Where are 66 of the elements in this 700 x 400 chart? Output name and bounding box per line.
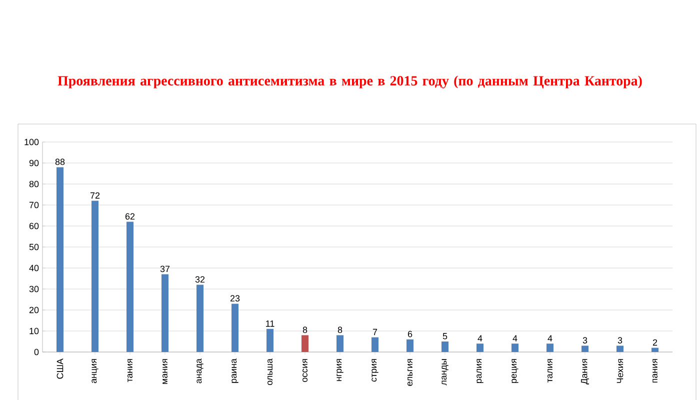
x-tick-label: мания	[162, 359, 168, 384]
data-label: 3	[618, 337, 622, 344]
y-tick-label: 30	[29, 286, 39, 292]
x-tick-label: раина	[232, 358, 238, 383]
data-label: 11	[266, 320, 274, 327]
x-tick-label: Дания	[581, 359, 589, 384]
x-tick-label: ралия	[476, 359, 484, 384]
chart-title: Проявления агрессивного антисемитизма в мире в 2015 году (по данным Центра Кантора)	[58, 76, 642, 88]
x-tick-label: стрия	[372, 359, 378, 382]
y-tick-label: 60	[29, 222, 39, 230]
data-label: 23	[230, 295, 240, 302]
y-tick-label: 50	[29, 244, 39, 250]
y-tick-label: 0	[34, 348, 39, 356]
y-tick-label: 10	[30, 328, 39, 334]
x-tick-label: ланды	[442, 359, 448, 386]
bar	[196, 284, 204, 352]
y-tick-label: 100	[24, 138, 39, 146]
bar	[476, 344, 484, 352]
data-label: 8	[338, 326, 342, 334]
data-label: 5	[442, 333, 448, 340]
data-label: 4	[548, 335, 552, 342]
y-tick-label: 80	[29, 180, 39, 188]
y-tick-label: 90	[29, 160, 39, 166]
bar	[162, 274, 169, 352]
bar	[512, 344, 519, 352]
data-label: 3	[582, 337, 588, 344]
bar	[546, 344, 554, 352]
x-tick-label: талия	[548, 359, 552, 382]
bar	[372, 337, 379, 352]
data-label: 88	[55, 158, 65, 166]
y-tick-label: 20	[29, 306, 39, 314]
data-label: 62	[125, 213, 135, 220]
x-tick-label: анция	[92, 359, 98, 384]
x-tick-label: пания	[652, 359, 658, 383]
x-tick-label: США	[56, 358, 64, 379]
data-label: 4	[478, 335, 482, 342]
x-tick-label: тания	[128, 359, 132, 382]
x-tick-label: Чехия	[616, 359, 624, 383]
bar	[56, 167, 64, 352]
x-tick-label: нгрия	[336, 359, 344, 381]
bar	[266, 328, 274, 352]
x-tick-label: анада	[196, 358, 204, 384]
data-label: 6	[408, 330, 412, 338]
data-label: 8	[302, 326, 308, 334]
data-label: 72	[90, 192, 100, 199]
y-tick-label: 70	[29, 202, 39, 208]
x-tick-label: оссия	[302, 359, 308, 382]
bar	[302, 335, 309, 352]
bar	[442, 342, 449, 352]
data-label: 37	[160, 266, 170, 272]
bar	[232, 304, 239, 352]
x-tick-label: реция	[512, 359, 518, 383]
data-label: 4	[512, 335, 518, 342]
x-tick-label: ольша	[268, 358, 272, 386]
bar	[126, 222, 134, 352]
bar	[652, 348, 659, 352]
x-tick-label: ельгия	[408, 359, 412, 386]
bar	[406, 339, 414, 352]
bar	[582, 346, 589, 352]
data-label: 2	[652, 339, 658, 346]
bar	[92, 200, 99, 352]
bar	[616, 346, 624, 352]
data-label: 32	[195, 276, 205, 283]
y-tick-label: 40	[29, 264, 39, 272]
data-label: 7	[372, 328, 378, 336]
bar	[336, 335, 344, 352]
